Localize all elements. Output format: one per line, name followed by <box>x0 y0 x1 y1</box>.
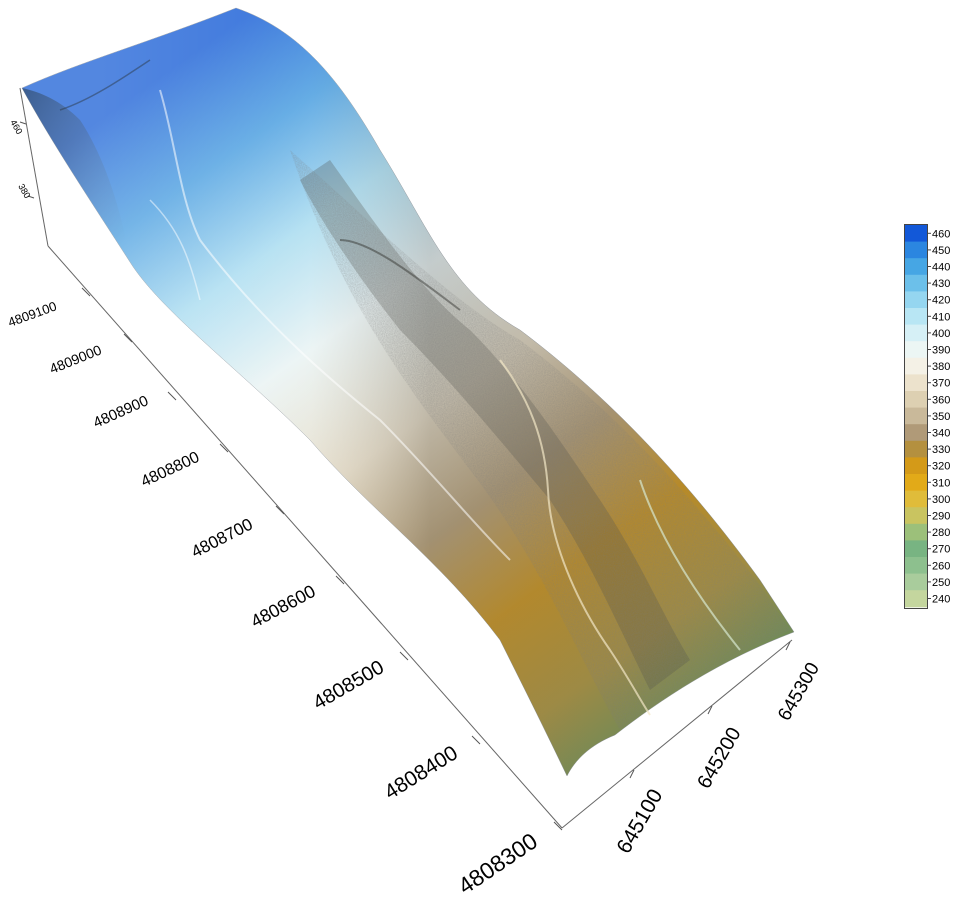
legend-label: 250 <box>932 577 950 589</box>
legend-swatch <box>905 457 927 475</box>
legend-label: 300 <box>932 494 950 506</box>
x-tick-label: 645300 <box>774 659 824 724</box>
legend-label: 450 <box>932 245 950 257</box>
z-axis: 460 380 <box>8 118 35 200</box>
legend-swatch <box>905 291 927 309</box>
legend-label: 260 <box>932 560 950 572</box>
legend-swatch <box>905 424 927 442</box>
y-tick-label: 4809000 <box>47 341 104 376</box>
legend-swatch <box>905 573 927 591</box>
legend-label: 360 <box>932 394 950 406</box>
legend-label: 460 <box>932 228 950 240</box>
legend-label: 330 <box>932 444 950 456</box>
y-tick-label: 4808500 <box>310 656 388 714</box>
legend-swatch <box>905 258 927 276</box>
legend-label: 400 <box>932 328 950 340</box>
z-tick-label: 380 <box>16 182 32 200</box>
legend-label: 290 <box>932 511 950 523</box>
legend-swatch <box>905 490 927 508</box>
legend-label: 240 <box>932 594 950 606</box>
legend-labels: 460 450 440 430 420 410 400 390 380 370 360 350 340 3… <box>927 228 950 606</box>
legend-swatch <box>905 357 927 375</box>
legend-label: 370 <box>932 378 950 390</box>
legend-label: 390 <box>932 345 950 357</box>
y-tick-label: 4808600 <box>247 581 318 632</box>
legend-swatch <box>905 557 927 575</box>
legend-swatch <box>905 523 927 541</box>
legend-label: 270 <box>932 544 950 556</box>
legend-swatch <box>905 590 927 608</box>
legend-swatch <box>905 241 927 259</box>
legend-label: 280 <box>932 527 950 539</box>
legend-swatch <box>905 308 927 326</box>
legend-label: 310 <box>932 477 950 489</box>
y-tick-label: 4808400 <box>380 741 462 804</box>
legend-label: 380 <box>932 361 950 373</box>
terrain-surface <box>21 7 795 777</box>
legend-swatch <box>905 440 927 458</box>
legend-frame <box>904 224 928 609</box>
legend-label: 440 <box>932 262 950 274</box>
legend-swatch <box>905 374 927 392</box>
axis-frame <box>19 87 793 829</box>
legend-swatch <box>905 225 927 243</box>
legend-swatch <box>905 324 927 342</box>
legend-label: 410 <box>932 311 950 323</box>
legend-swatch <box>905 474 927 492</box>
legend-swatches <box>905 225 927 608</box>
x-tick-label: 645100 <box>612 785 667 857</box>
y-tick-label: 4808900 <box>91 392 151 431</box>
legend-label: 420 <box>932 295 950 307</box>
legend-swatch <box>905 540 927 558</box>
legend-label: 430 <box>932 278 950 290</box>
z-tick-label: 460 <box>8 118 24 136</box>
legend-label: 320 <box>932 461 950 473</box>
legend-swatch <box>905 507 927 525</box>
legend-label: 340 <box>932 428 950 440</box>
y-tick-label: 4808300 <box>453 828 542 900</box>
legend-label: 350 <box>932 411 950 423</box>
legend-swatch <box>905 407 927 425</box>
legend-swatch <box>905 341 927 359</box>
y-tick-label: 4808800 <box>139 449 203 491</box>
legend-swatch <box>905 391 927 409</box>
x-tick-label: 645200 <box>693 724 745 793</box>
y-tick-label: 4808700 <box>188 515 256 562</box>
legend-swatch <box>905 274 927 292</box>
elevation-legend: 460 450 440 430 420 410 400 390 380 370 360 350 340 3… <box>904 224 950 609</box>
y-tick-label: 4809100 <box>6 298 59 329</box>
